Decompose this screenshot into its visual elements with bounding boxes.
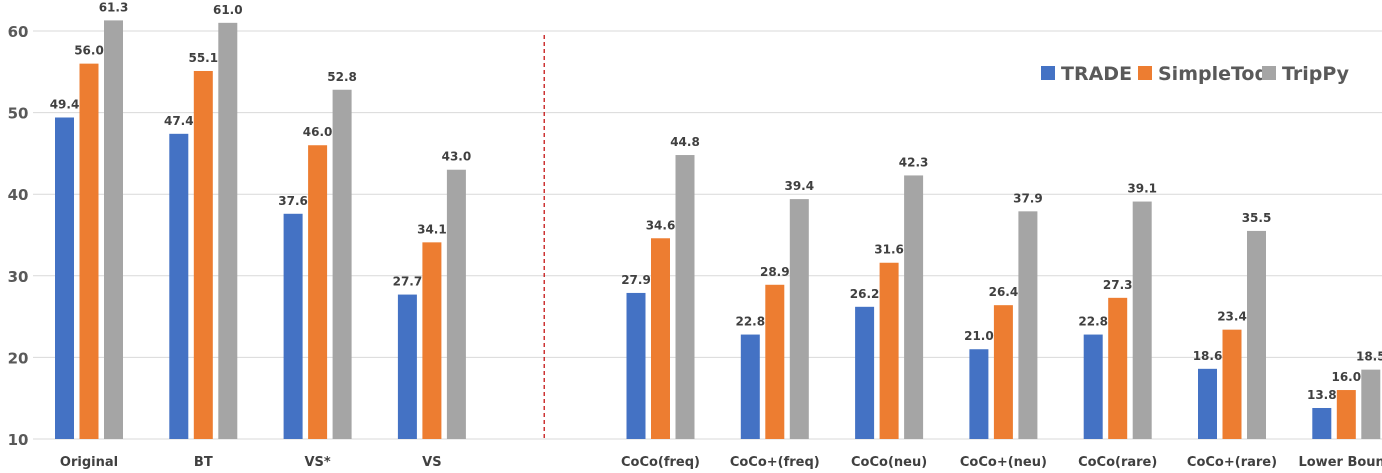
bar-simpletod [193, 70, 213, 439]
bar-trade [1083, 334, 1103, 439]
data-label: 55.1 [188, 51, 218, 65]
data-label: 61.0 [213, 3, 243, 17]
data-label: 35.5 [1242, 211, 1272, 225]
bar-trippy [675, 155, 695, 440]
data-label: 37.9 [1013, 191, 1043, 205]
data-label: 27.3 [1103, 278, 1133, 292]
data-label: 27.7 [393, 275, 423, 289]
legend-swatch-simpletod [1138, 66, 1152, 80]
bar-simpletod [422, 242, 442, 439]
bar-trade [1198, 368, 1217, 439]
y-tick-label: 50 [8, 105, 29, 123]
data-label: 31.6 [874, 243, 904, 257]
data-label: 13.8 [1307, 388, 1337, 402]
data-label: 56.0 [74, 44, 104, 58]
y-tick-label: 60 [8, 23, 29, 41]
bar-trippy [332, 89, 352, 439]
data-label: 34.1 [417, 222, 447, 236]
data-label: 39.1 [1127, 182, 1157, 196]
legend-swatch-trade [1041, 66, 1055, 80]
legend-label-trade: TRADE [1061, 63, 1132, 85]
bar-trippy [218, 22, 238, 440]
x-tick-label: CoCo+(freq) [730, 455, 820, 469]
data-label: 22.8 [1078, 315, 1108, 329]
bar-trippy [104, 20, 123, 440]
bar-simpletod [765, 284, 785, 439]
bar-trade [626, 292, 646, 439]
bar-trippy [446, 169, 466, 439]
data-label: 21.0 [964, 329, 994, 343]
bar-trippy [789, 199, 809, 439]
data-label: 46.0 [303, 125, 333, 139]
x-tick-label: CoCo+(rare) [1187, 455, 1277, 469]
data-label: 43.0 [442, 150, 472, 164]
x-axis-labels: Original BT VS* VS CoCo(freq) CoCo+(freq) CoCo… [60, 455, 1382, 470]
y-tick-label: 30 [8, 268, 29, 286]
bar-trade [397, 294, 417, 439]
bar-simpletod [1108, 297, 1128, 439]
y-tick-label: 40 [8, 186, 29, 204]
x-tick-label: Original [60, 455, 118, 469]
x-tick-label: CoCo+(neu) [960, 455, 1047, 469]
bar-trade [283, 213, 303, 439]
data-label: 26.4 [989, 285, 1019, 299]
bar-trippy [1132, 201, 1152, 439]
bar-trade [740, 334, 760, 439]
bar-simpletod [1222, 329, 1242, 439]
data-label: 26.2 [850, 287, 880, 301]
data-label: 61.3 [99, 0, 129, 14]
x-tick-label: BT [194, 455, 213, 469]
legend-swatch-trippy [1262, 66, 1276, 80]
data-label: 23.4 [1217, 310, 1247, 324]
bar-trippy [1018, 211, 1038, 439]
data-label: 49.4 [50, 97, 80, 111]
data-label: 27.9 [621, 273, 651, 287]
bar-simpletod [308, 145, 328, 440]
data-label: 18.6 [1193, 349, 1223, 363]
x-tick-label: VS [422, 455, 441, 469]
bar-trippy [904, 175, 924, 439]
bar-trade [55, 117, 74, 439]
bar-trade [855, 306, 875, 439]
data-label: 28.9 [760, 265, 790, 279]
bar-simpletod [1336, 390, 1356, 439]
y-tick-label: 20 [8, 349, 29, 367]
data-label: 47.4 [164, 114, 194, 128]
x-tick-label: Lower Bound [1298, 455, 1382, 469]
bar-trippy [1361, 369, 1381, 439]
bar-simpletod [651, 238, 670, 439]
bar-trade [1312, 407, 1332, 439]
data-label: 39.4 [784, 179, 814, 193]
data-label: 37.6 [278, 194, 308, 208]
x-tick-label: CoCo(freq) [621, 455, 700, 469]
bar-simpletod [79, 63, 99, 439]
data-label: 16.0 [1331, 370, 1361, 384]
data-label: 44.8 [670, 135, 700, 149]
x-tick-label: CoCo(neu) [851, 455, 927, 469]
data-labels: 49.4 56.0 61.3 47.4 55.1 61.0 37.6 46.0 52.8 27.7… [50, 0, 1382, 402]
bar-simpletod [879, 262, 899, 439]
x-tick-label: VS* [304, 455, 330, 469]
bar-trippy [1247, 230, 1266, 439]
x-tick-label: CoCo(rare) [1078, 455, 1157, 469]
y-axis-ticks: 10 20 30 40 50 60 [8, 23, 29, 449]
legend-label-simpletod: SimpleTod [1158, 63, 1268, 85]
data-label: 52.8 [327, 70, 357, 84]
bars [55, 20, 1381, 440]
data-label: 18.5 [1356, 350, 1382, 364]
data-label: 22.8 [735, 315, 765, 329]
bar-trade [969, 349, 989, 439]
bar-simpletod [993, 305, 1013, 439]
gridlines [33, 30, 1382, 440]
legend-label-trippy: TripPy [1282, 63, 1350, 85]
y-tick-label: 10 [8, 431, 29, 449]
bar-trade [169, 133, 189, 440]
data-label: 42.3 [899, 155, 929, 169]
legend: TRADE SimpleTod TripPy [1041, 63, 1350, 85]
data-label: 34.6 [646, 218, 676, 232]
